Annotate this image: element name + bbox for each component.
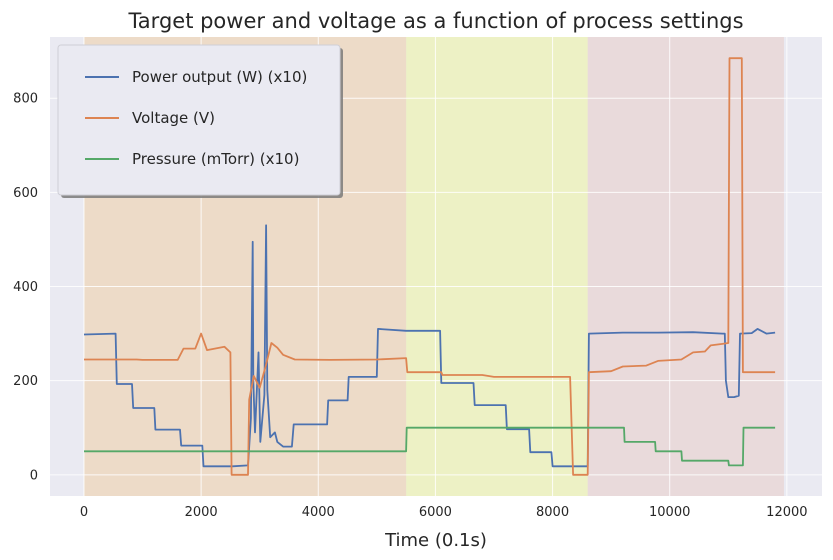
series-line	[84, 57, 776, 476]
x-axis-label: Time (0.1s)	[384, 530, 487, 551]
legend-label: Pressure (mTorr) (x10)	[132, 150, 299, 168]
x-tick-label: 8000	[536, 505, 569, 520]
x-tick-label: 6000	[419, 505, 452, 520]
series-line	[84, 426, 776, 467]
legend-label: Voltage (V)	[132, 109, 215, 127]
legend: Power output (W) (x10) Voltage (V) Pressur…	[57, 44, 343, 198]
y-tick-label: 600	[13, 186, 38, 201]
chart-title: Target power and voltage as a function o…	[127, 9, 743, 33]
y-tick-label: 200	[13, 374, 38, 389]
shaded-region	[587, 37, 784, 496]
x-tick-label: 0	[80, 505, 88, 520]
y-tick-label: 400	[13, 280, 38, 295]
y-tick-label: 0	[30, 468, 38, 483]
x-tick-label: 10000	[649, 505, 690, 520]
legend-label: Power output (W) (x10)	[132, 68, 307, 86]
y-tick-label: 800	[13, 92, 38, 107]
x-tick-label: 2000	[185, 505, 218, 520]
y-ticks: 0 200 400 600 800	[13, 92, 38, 484]
x-tick-label: 12000	[766, 505, 807, 520]
series-lines	[83, 57, 776, 476]
legend-box	[57, 44, 341, 196]
shaded-region	[406, 37, 588, 496]
series-line	[83, 224, 776, 468]
x-tick-label: 4000	[302, 505, 335, 520]
x-ticks: 0 2000 4000 6000 8000 10000 12000	[80, 505, 808, 520]
